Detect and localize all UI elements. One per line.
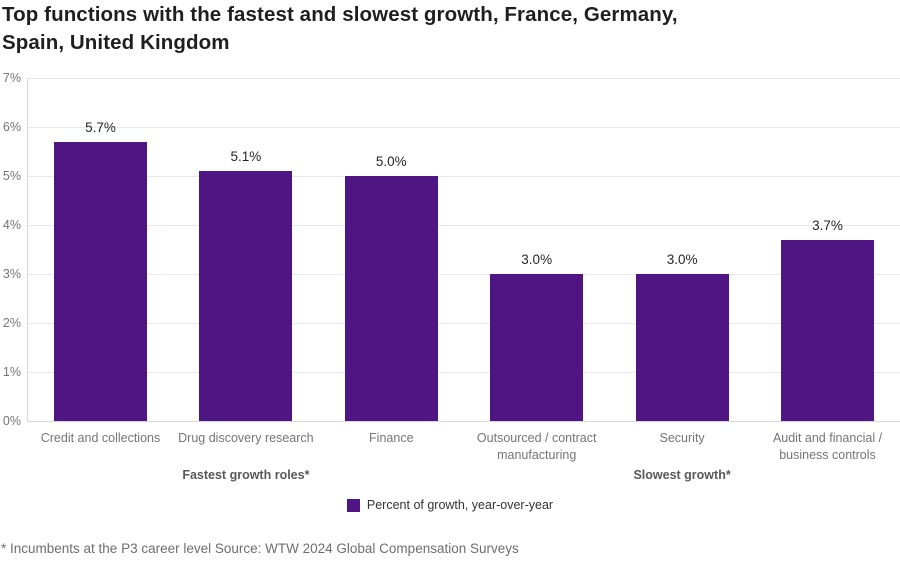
- y-gridline: [27, 372, 900, 373]
- y-tick-label: 5%: [2, 169, 21, 183]
- bar: [635, 274, 729, 421]
- legend-label: Percent of growth, year-over-year: [366, 498, 554, 512]
- y-tick-label: 7%: [2, 71, 21, 85]
- legend-swatch: [346, 498, 360, 512]
- y-tick-label: 2%: [2, 316, 21, 330]
- bar-value-label: 5.1%: [230, 149, 262, 165]
- y-tick-label: 6%: [2, 120, 21, 134]
- bar-value-label: 5.7%: [85, 119, 116, 135]
- y-gridline: [27, 274, 900, 275]
- bar: [781, 239, 874, 421]
- group-label: Fastest growth roles*: [182, 468, 310, 482]
- y-gridline: [27, 225, 900, 226]
- chart-title-line2: Spain, United Kingdom: [2, 31, 230, 54]
- y-gridline: [27, 127, 900, 128]
- y-tick-label: 0%: [2, 414, 21, 428]
- x-category-label: Drug discovery research: [178, 431, 314, 445]
- y-gridline: [27, 323, 900, 324]
- bar: [199, 171, 293, 421]
- x-category-label: Finance: [369, 431, 414, 445]
- y-gridline: [27, 421, 900, 422]
- chart-title-line1: Top functions with the fastest and slowe…: [2, 3, 678, 26]
- x-category-label: Audit and financial / business controls: [772, 431, 883, 462]
- y-gridline: [27, 78, 900, 79]
- x-category-label: Credit and collections: [40, 431, 161, 445]
- footnote-source: * Incumbents at the P3 career level Sour…: [1, 541, 519, 556]
- bar-value-label: 3.7%: [812, 217, 843, 233]
- bar: [490, 274, 584, 421]
- x-category-label: Outsourced / contract manufacturing: [476, 431, 597, 462]
- bar-value-label: 3.0%: [666, 252, 698, 267]
- bar: [54, 141, 147, 421]
- y-gridline: [27, 176, 900, 177]
- chart-title: Top functions with the fastest and slowe…: [2, 1, 678, 57]
- group-label: Slowest growth*: [633, 468, 731, 482]
- bar-value-label: 5.0%: [375, 154, 407, 169]
- y-tick-label: 3%: [2, 267, 21, 281]
- bar: [344, 176, 438, 421]
- bar-value-label: 3.0%: [521, 252, 553, 267]
- y-tick-label: 4%: [2, 218, 21, 232]
- x-category-label: Security: [659, 431, 705, 445]
- chart-legend: Percent of growth, year-over-year: [0, 497, 900, 513]
- y-tick-label: 1%: [2, 365, 21, 379]
- y-axis-line: [27, 78, 28, 421]
